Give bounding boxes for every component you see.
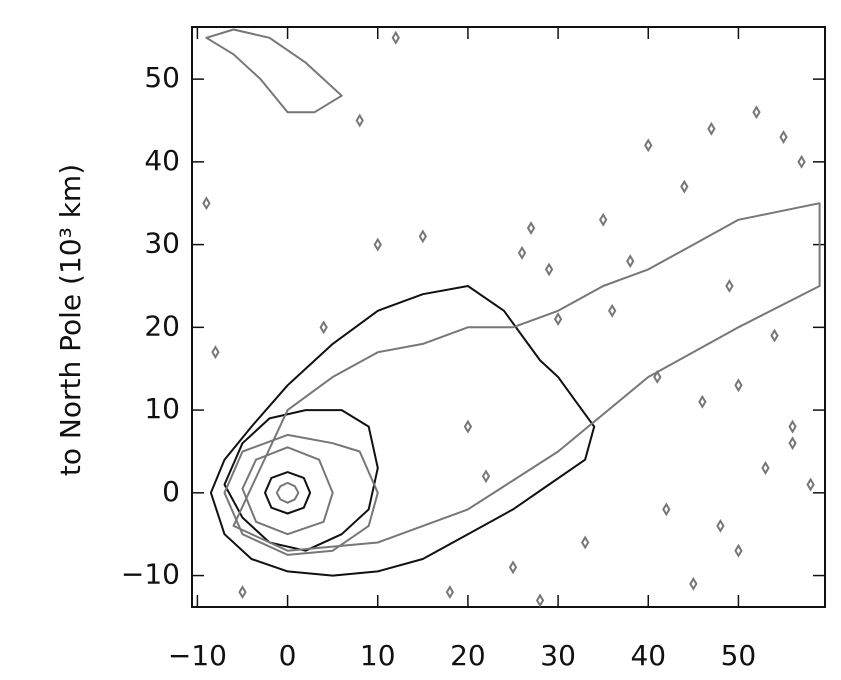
contour-spot (653, 370, 662, 384)
contour-spot (626, 254, 635, 269)
x-tick-label: −10 (168, 639, 227, 672)
contour-line (241, 446, 334, 536)
contour-spot (445, 585, 455, 600)
contour-line (232, 202, 821, 552)
contour-spot (806, 477, 815, 492)
y-axis-label: to North Pole (10³ km) (54, 164, 87, 476)
x-tick-label: 10 (360, 639, 396, 672)
contour-spot (418, 229, 428, 244)
contour-spot (761, 461, 770, 475)
x-tick-label: 20 (450, 639, 486, 672)
y-tick-label: 10 (144, 392, 180, 425)
contour-spot (698, 394, 707, 409)
y-tick-label: 0 (162, 475, 180, 508)
contour-spot (599, 212, 608, 227)
y-tick-label: 20 (144, 309, 180, 342)
x-tick-label: 30 (540, 639, 576, 672)
contour-spot (319, 320, 328, 335)
contour-spot (391, 30, 400, 45)
contour-spot (211, 345, 220, 360)
y-tick-label: 50 (144, 61, 180, 94)
contour-line (205, 28, 343, 114)
x-tick-label: 0 (279, 639, 297, 672)
y-tick-label: 40 (144, 144, 180, 177)
y-tick-label: 30 (144, 227, 180, 260)
contour-spot (725, 279, 734, 293)
contour-spot (707, 121, 716, 136)
contour-spot (553, 312, 563, 327)
contour-spot (463, 419, 473, 434)
contour-spot (680, 179, 689, 194)
contour-line (209, 285, 596, 577)
contour-spot (544, 262, 554, 277)
contour-spot (481, 469, 491, 484)
x-tick-label: 50 (721, 639, 757, 672)
y-tick-label: −10 (121, 558, 180, 591)
contour-spot (788, 419, 797, 434)
contour-spot (202, 196, 211, 211)
contour-spot (779, 130, 788, 144)
contour-spot (752, 105, 761, 120)
contour-spot (734, 378, 743, 393)
contour-spot (517, 245, 527, 260)
contour-spot (797, 154, 806, 169)
contour-line (275, 481, 300, 504)
contour-spot (770, 328, 779, 343)
contour-spot (373, 237, 382, 252)
contour-spot (508, 560, 518, 575)
contour-spot (355, 113, 364, 128)
contour-spot (734, 543, 743, 558)
x-tick-label: 40 (630, 639, 666, 672)
contour-spot (644, 138, 653, 153)
contour-spot (608, 303, 617, 318)
contour-spot (535, 593, 545, 608)
contour-spot (662, 502, 671, 517)
contour-spot (526, 221, 536, 235)
contour-spot (238, 585, 247, 600)
contour-spot (689, 576, 698, 591)
contour-spot (580, 535, 590, 550)
contour-line (264, 471, 312, 515)
plot-frame (191, 26, 826, 608)
contour-spot (788, 436, 797, 451)
contour-spot (716, 518, 725, 533)
